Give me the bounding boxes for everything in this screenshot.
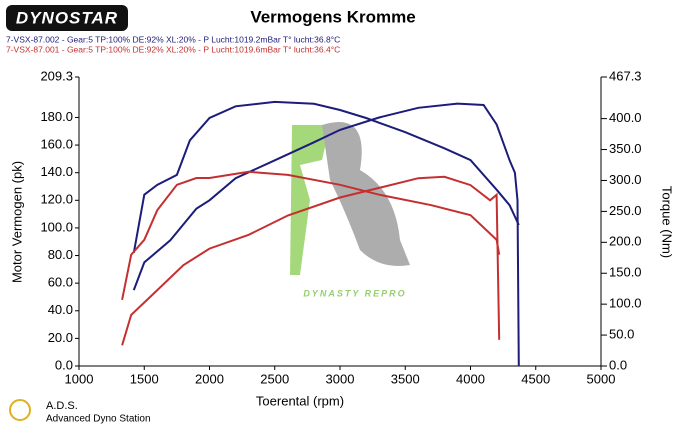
y-tick-label: 80.0 — [48, 247, 73, 262]
y-tick-label: 60.0 — [48, 275, 73, 290]
logo-box — [6, 5, 128, 31]
y2-tick-label: 200.0 — [609, 234, 642, 249]
x-tick-label: 1000 — [65, 371, 94, 386]
y2-tick-label: 400.0 — [609, 110, 642, 125]
y-tick-label: 100.0 — [40, 219, 73, 234]
data-line — [121, 175, 501, 346]
y-tick-label: 140.0 — [40, 164, 73, 179]
footer-icon — [9, 399, 31, 421]
y2-tick-label: 467.3 — [609, 68, 642, 83]
x-axis-label: Toerental (rpm) — [256, 393, 344, 408]
y2-tick-label: 150.0 — [609, 265, 642, 280]
chart-title: Vermogens Kromme — [250, 7, 415, 26]
y-tick-label: 120.0 — [40, 192, 73, 207]
data-line — [132, 102, 520, 367]
x-tick-label: 2000 — [195, 371, 224, 386]
y2-tick-label: 250.0 — [609, 203, 642, 218]
y-tick-label: 0.0 — [55, 357, 73, 372]
watermark-shape — [290, 125, 330, 275]
x-tick-label: 2500 — [260, 371, 289, 386]
y-tick-label: 180.0 — [40, 109, 73, 124]
y2-tick-label: 0.0 — [609, 357, 627, 372]
y2-tick-label: 100.0 — [609, 296, 642, 311]
watermark-text: DYNASTY REPRO — [303, 288, 406, 298]
y-axis-label: Motor Vermogen (pk) — [9, 161, 24, 283]
data-line — [132, 100, 520, 253]
y-tick-label: 160.0 — [40, 137, 73, 152]
logo: DYNOSTAR — [16, 8, 118, 27]
x-tick-label: 4000 — [456, 371, 485, 386]
y2-tick-label: 50.0 — [609, 327, 634, 342]
x-tick-label: 4500 — [521, 371, 550, 386]
x-tick-label: 1500 — [130, 371, 159, 386]
y2-tick-label: 350.0 — [609, 141, 642, 156]
x-tick-label: 3500 — [391, 371, 420, 386]
y-tick-label: 20.0 — [48, 330, 73, 345]
data-line — [121, 170, 501, 300]
y2-axis-label: Torque (Nm) — [660, 186, 675, 258]
x-tick-label: 3000 — [326, 371, 355, 386]
footer-long: Advanced Dyno Station — [46, 414, 151, 425]
watermark: DYNASTY REPRO — [290, 122, 410, 298]
footer-short: A.D.S. — [46, 400, 78, 412]
legend-entry: 7-VSX-87.002 - Gear:5 TP:100% DE:92% XL:… — [6, 34, 340, 44]
x-tick-label: 5000 — [587, 371, 616, 386]
y-tick-label: 40.0 — [48, 302, 73, 317]
legend-entry: 7-VSX-87.001 - Gear:5 TP:100% DE:92% XL:… — [6, 44, 340, 54]
y-tick-label: 209.3 — [40, 68, 73, 83]
watermark-shape — [322, 122, 410, 266]
y2-tick-label: 300.0 — [609, 172, 642, 187]
